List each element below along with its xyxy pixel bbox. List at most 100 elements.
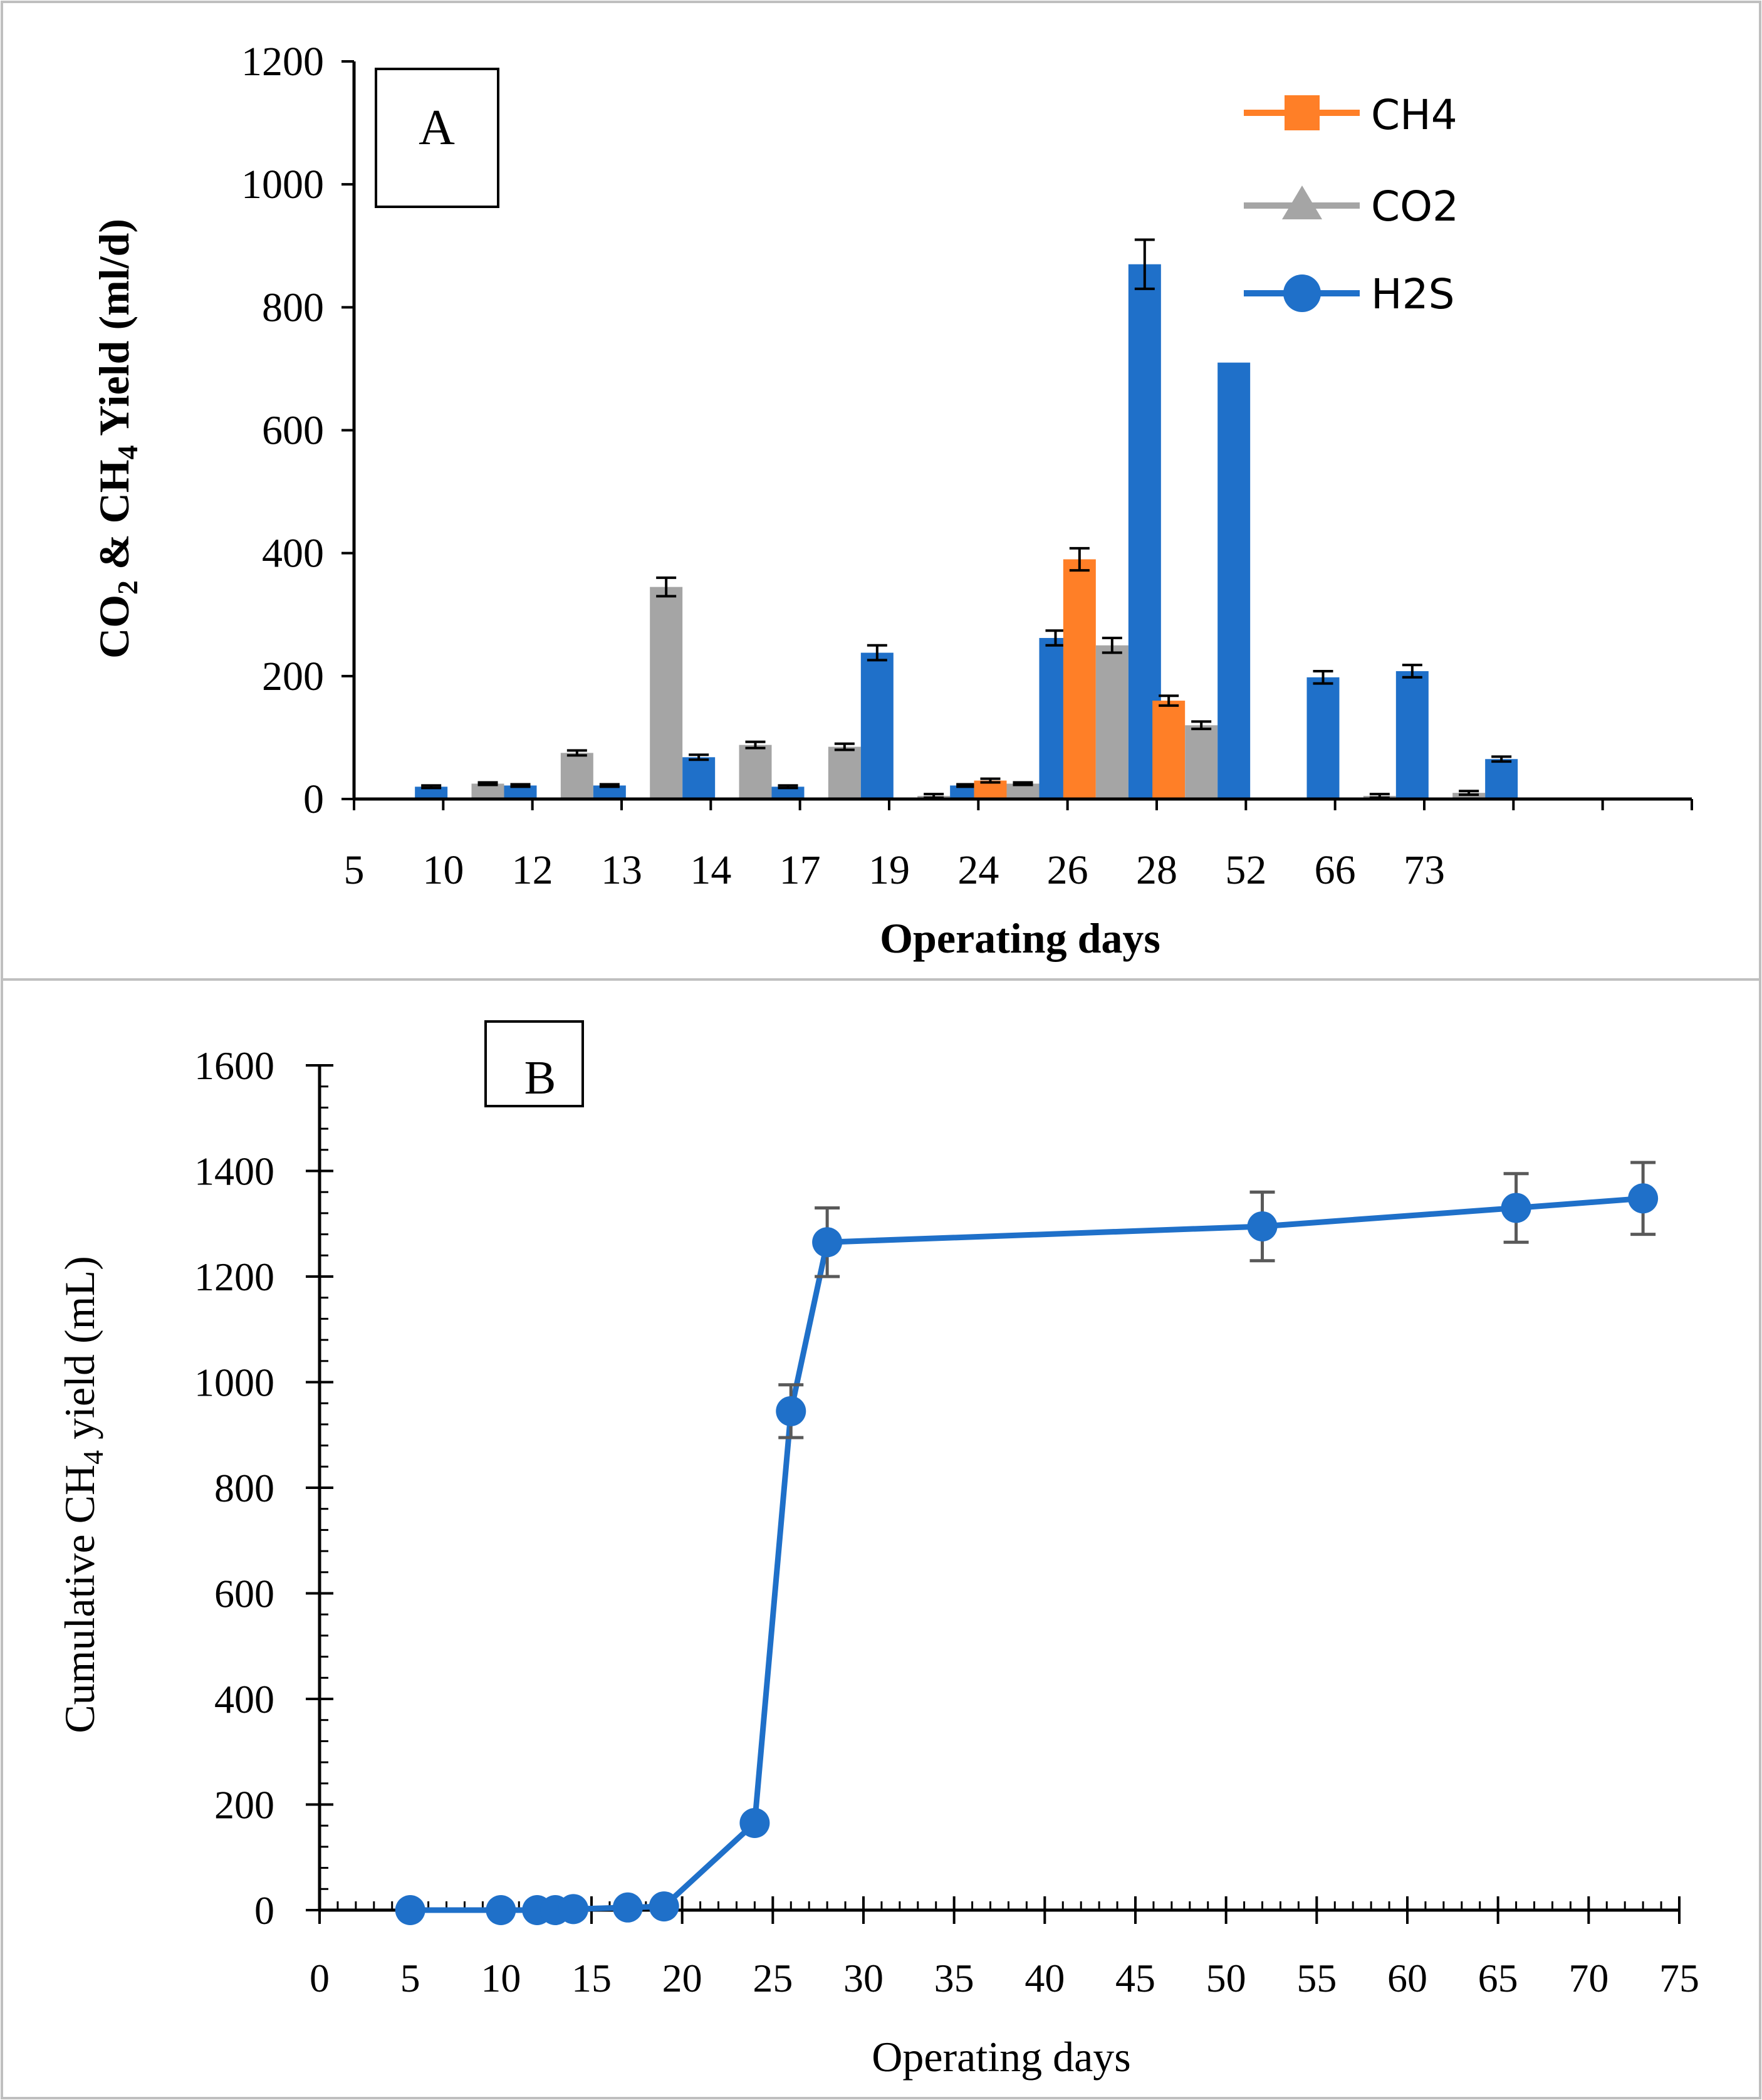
panel-b-y-tick-label: 400 — [214, 1677, 274, 1721]
bar-co2 — [1185, 725, 1218, 799]
bar-co2 — [828, 746, 861, 799]
panel-b-y-tick-label: 1600 — [194, 1043, 274, 1088]
panel-b-y-tick-label: 200 — [214, 1783, 274, 1827]
panel-b-y-tick-label: 600 — [214, 1572, 274, 1616]
panel-a-x-tick-label: 10 — [422, 847, 464, 893]
data-point — [558, 1894, 589, 1925]
legend-marker-square — [1285, 95, 1320, 130]
panel-a-x-tick-label: 73 — [1404, 847, 1445, 893]
panel-b-label: B — [524, 1052, 556, 1104]
panel-a-x-tick-label: 14 — [690, 847, 731, 893]
panel-a-y-tick-label: 1000 — [241, 162, 324, 207]
panel-b-y-tick-label: 1000 — [194, 1361, 274, 1405]
panel-b-x-tick-label: 25 — [753, 1956, 793, 2000]
panel-b-x-tick-label: 60 — [1387, 1956, 1427, 2000]
panel-a-x-tick-label: 26 — [1047, 847, 1088, 893]
panel-b-y-tick-label: 800 — [214, 1466, 274, 1510]
panel-a-y-tick-label: 600 — [262, 408, 324, 454]
panel-a-y-tick-label: 1200 — [241, 39, 324, 85]
bar-h2s — [1485, 759, 1518, 799]
bar-h2s — [1395, 671, 1429, 799]
panel-a-x-tick-label: 66 — [1315, 847, 1356, 893]
panel-b-xlabel: Operating days — [872, 2033, 1131, 2081]
bar-co2 — [1095, 645, 1129, 799]
legend-item-ch4: CH4 — [1244, 91, 1457, 139]
bar-h2s — [771, 786, 805, 799]
panel-a-frame — [1, 1, 1761, 981]
legend-label-h2s: H2S — [1371, 270, 1455, 318]
bar-h2s — [682, 757, 716, 799]
data-point — [612, 1892, 643, 1923]
panel-b-x-tick-label: 5 — [400, 1956, 420, 2000]
panel-a-label: A — [419, 100, 455, 155]
bar-h2s — [1217, 362, 1251, 799]
panel-b-tick-labels: 0 200 400 600 800 1000 1200 1400 1600 0 5 10 15 20 25 3… — [194, 1043, 1699, 2000]
data-point — [776, 1396, 806, 1426]
panel-a-y-tick-label: 800 — [262, 285, 324, 330]
panel-a-label-box — [375, 68, 499, 208]
data-point — [1247, 1211, 1278, 1241]
panel-a-y-tick-label: 400 — [262, 531, 324, 577]
bar-h2s — [593, 785, 626, 799]
data-point — [1501, 1193, 1531, 1223]
panel-b-x-tick-label: 30 — [843, 1956, 884, 2000]
panel-b-y-tick-label: 1400 — [194, 1149, 274, 1194]
panel-b-x-tick-label: 40 — [1024, 1956, 1065, 2000]
data-point — [1628, 1183, 1659, 1214]
data-point — [486, 1895, 516, 1925]
panel-b-x-tick-label: 0 — [310, 1956, 330, 2000]
panel-a-y-tick-label: 0 — [303, 776, 324, 822]
panel-a-x-tick-label: 19 — [868, 847, 910, 893]
data-point — [739, 1807, 770, 1838]
panel-b-x-tick-label: 45 — [1115, 1956, 1155, 2000]
data-point — [812, 1227, 843, 1258]
bar-ch4 — [1152, 701, 1186, 799]
panel-a-tick-labels: 0 200 400 600 800 1000 1200 5 10 12 13 14 17 19 24 26 28… — [241, 39, 1445, 893]
panel-a-x-tick-label: 13 — [601, 847, 642, 893]
legend-marker-triangle — [1282, 185, 1322, 219]
panel-b-series — [395, 1161, 1659, 1925]
panel-b-x-tick-label: 20 — [662, 1956, 702, 2000]
panel-a-y-tick-label: 200 — [262, 654, 324, 699]
legend-item-co2: CO2 — [1244, 182, 1459, 231]
panel-a-bars — [415, 238, 1518, 800]
panel-b-y-tick-label: 1200 — [194, 1255, 274, 1299]
panel-a-xlabel: Operating days — [880, 914, 1160, 962]
bar-h2s — [415, 786, 448, 799]
panel-a-ylabel: CO2 & CH4 Yield (ml/d) — [90, 219, 143, 659]
legend-item-h2s: H2S — [1244, 270, 1455, 318]
panel-b-x-tick-label: 65 — [1478, 1956, 1518, 2000]
panel-a-x-tick-label: 24 — [957, 847, 999, 893]
panel-b-ylabel: Cumulative CH4 yield (mL) — [56, 1256, 109, 1733]
bar-h2s — [504, 785, 537, 799]
bar-ch4 — [1063, 559, 1096, 799]
panel-a-x-tick-label: 17 — [779, 847, 821, 893]
panel-a-x-tick-label: 5 — [344, 847, 365, 893]
data-point — [649, 1891, 679, 1922]
bar-co2 — [650, 587, 683, 799]
panel-b-x-tick-label: 35 — [934, 1956, 974, 2000]
data-point — [395, 1895, 425, 1925]
panel-a-x-tick-label: 52 — [1225, 847, 1266, 893]
panel-b-x-tick-label: 75 — [1659, 1956, 1699, 2000]
panel-b-x-tick-label: 70 — [1568, 1956, 1608, 2000]
panel-a-axes — [341, 60, 1693, 810]
panel-b-x-tick-label: 50 — [1206, 1956, 1246, 2000]
legend-marker-circle — [1283, 274, 1321, 312]
panel-b-x-tick-label: 10 — [481, 1956, 521, 2000]
panel-a-legend: CH4 CO2 H2S — [1244, 91, 1459, 318]
bar-h2s — [860, 652, 894, 799]
panel-a-x-tick-label: 28 — [1136, 847, 1177, 893]
bar-co2 — [739, 744, 772, 799]
panel-b-x-tick-label: 55 — [1296, 1956, 1337, 2000]
legend-label-co2: CO2 — [1371, 182, 1459, 231]
legend-label-ch4: CH4 — [1371, 91, 1457, 139]
panel-b-y-tick-label: 0 — [254, 1888, 274, 1933]
bar-co2 — [1006, 783, 1040, 799]
bar-co2 — [471, 783, 504, 799]
panel-a-x-tick-label: 12 — [512, 847, 553, 893]
panel-b-x-tick-label: 15 — [571, 1956, 612, 2000]
bar-co2 — [560, 753, 593, 799]
bar-h2s — [1306, 677, 1340, 799]
